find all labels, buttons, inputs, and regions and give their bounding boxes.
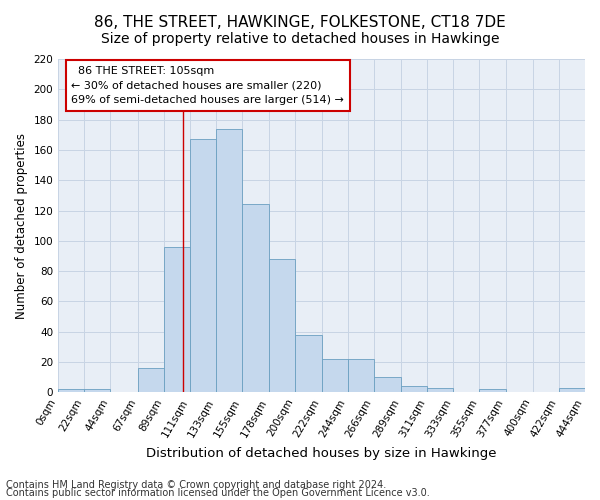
Bar: [164, 247, 190, 392]
Text: Contains HM Land Registry data © Crown copyright and database right 2024.: Contains HM Land Registry data © Crown c…: [6, 480, 386, 490]
Bar: [216, 128, 242, 392]
Text: Size of property relative to detached houses in Hawkinge: Size of property relative to detached ho…: [101, 32, 499, 46]
Bar: [84, 390, 110, 392]
Bar: [295, 335, 322, 392]
Text: Contains public sector information licensed under the Open Government Licence v3: Contains public sector information licen…: [6, 488, 430, 498]
Y-axis label: Number of detached properties: Number of detached properties: [15, 132, 28, 318]
Text: 86, THE STREET, HAWKINGE, FOLKESTONE, CT18 7DE: 86, THE STREET, HAWKINGE, FOLKESTONE, CT…: [94, 15, 506, 30]
Bar: [479, 390, 506, 392]
Bar: [322, 359, 347, 392]
Bar: [190, 140, 216, 392]
Bar: [347, 359, 374, 392]
Bar: [427, 388, 453, 392]
Bar: [137, 368, 164, 392]
Bar: [269, 259, 295, 392]
Bar: [401, 386, 427, 392]
Bar: [374, 377, 401, 392]
X-axis label: Distribution of detached houses by size in Hawkinge: Distribution of detached houses by size …: [146, 447, 497, 460]
Bar: [58, 390, 84, 392]
Text: 86 THE STREET: 105sqm  
← 30% of detached houses are smaller (220)
69% of semi-d: 86 THE STREET: 105sqm ← 30% of detached …: [71, 66, 344, 106]
Bar: [242, 204, 269, 392]
Bar: [559, 388, 585, 392]
